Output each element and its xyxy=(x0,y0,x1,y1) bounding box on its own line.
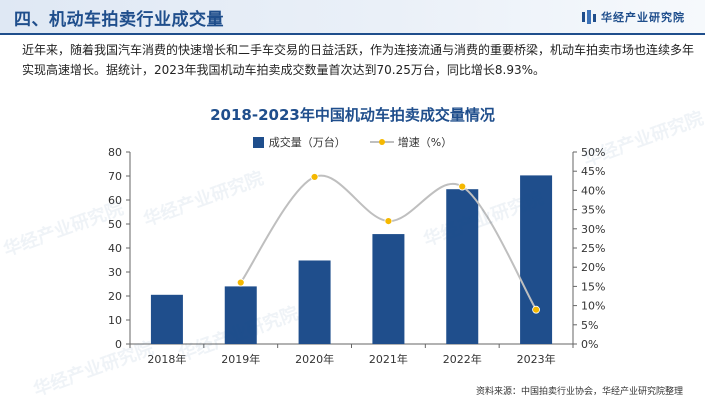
brand: 华经产业研究院 xyxy=(582,9,685,25)
brand-name: 华经产业研究院 xyxy=(601,11,685,24)
legend-bar-swatch xyxy=(252,136,264,148)
bar-volume xyxy=(224,286,257,344)
left-tick-label: 0 xyxy=(115,338,122,351)
right-tick-label: 50% xyxy=(581,146,605,159)
legend-item-volume: 成交量（万台） xyxy=(252,134,346,150)
growth-point xyxy=(458,182,467,191)
right-tick-label: 40% xyxy=(581,184,605,197)
right-tick-label: 5% xyxy=(581,319,598,332)
x-tick-label: 2023年 xyxy=(517,352,556,366)
growth-point xyxy=(310,173,319,181)
bar-volume xyxy=(520,175,553,344)
left-tick-label: 10 xyxy=(108,314,122,327)
x-tick-label: 2020年 xyxy=(295,352,334,366)
bar-volume xyxy=(298,260,331,344)
legend-item-growth: 增速（%） xyxy=(369,134,453,150)
chart-title: 2018-2023年中国机动车拍卖成交量情况 xyxy=(210,106,495,124)
header-divider xyxy=(0,33,705,35)
chart-legend: 成交量（万台） 增速（%） xyxy=(0,134,705,150)
brand-logo-icon xyxy=(582,10,596,24)
bar-volume xyxy=(372,234,405,344)
x-tick-label: 2021年 xyxy=(369,352,408,366)
growth-point xyxy=(532,305,540,314)
section-title: 四、机动车拍卖行业成交量 xyxy=(14,10,224,30)
left-tick-label: 20 xyxy=(108,290,122,303)
right-tick-label: 15% xyxy=(581,280,605,293)
bar-volume xyxy=(446,189,479,344)
left-tick-label: 30 xyxy=(108,266,122,279)
right-tick-label: 30% xyxy=(581,223,605,236)
right-tick-label: 0% xyxy=(581,338,598,351)
source-note: 资料来源：中国拍卖行业协会，华经产业研究院整理 xyxy=(475,387,683,397)
left-tick-label: 40 xyxy=(108,242,122,255)
left-tick-label: 50 xyxy=(108,218,122,231)
section-header: 四、机动车拍卖行业成交量 华经产业研究院 xyxy=(0,0,705,35)
bar-volume xyxy=(150,294,183,344)
x-tick-label: 2022年 xyxy=(443,352,482,366)
right-tick-label: 20% xyxy=(581,261,605,274)
left-tick-label: 70 xyxy=(108,170,122,183)
legend-label-growth: 增速（%） xyxy=(397,136,453,149)
right-tick-label: 10% xyxy=(581,300,605,313)
right-tick-label: 45% xyxy=(581,165,605,178)
x-tick-label: 2018年 xyxy=(147,352,186,366)
x-tick-label: 2019年 xyxy=(221,352,260,366)
right-tick-label: 25% xyxy=(581,242,605,255)
right-tick-label: 35% xyxy=(581,204,605,217)
intro-paragraph: 近年来，随着我国汽车消费的快速增长和二手车交易的日益活跃，作为连接流通与消费的重… xyxy=(22,43,695,77)
left-tick-label: 60 xyxy=(108,194,122,207)
growth-point xyxy=(236,278,245,287)
legend-label-volume: 成交量（万台） xyxy=(268,136,346,149)
legend-line-swatch xyxy=(369,139,394,145)
growth-point xyxy=(384,217,393,226)
left-tick-label: 80 xyxy=(108,146,122,159)
